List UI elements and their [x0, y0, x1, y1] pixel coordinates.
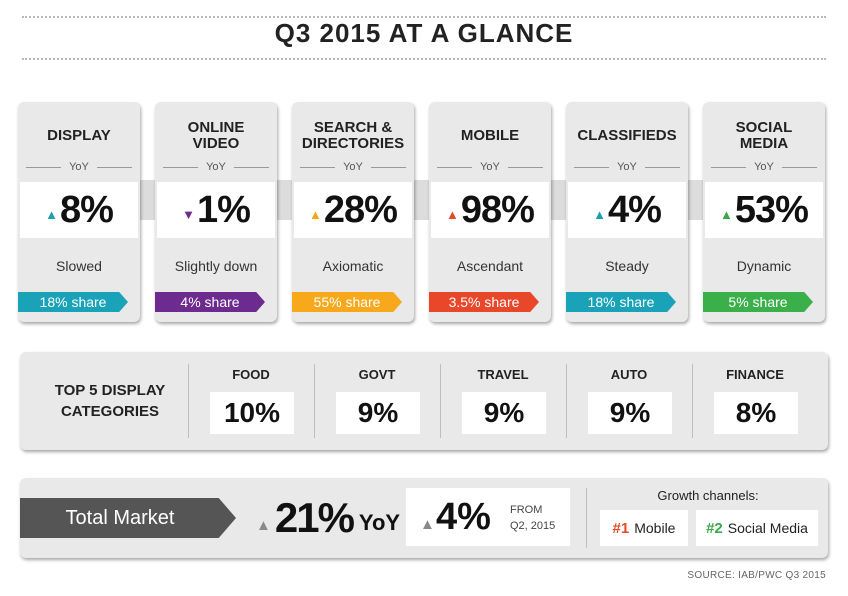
share-banner: 3.5% share [429, 292, 539, 312]
channel-name: SEARCH & DIRECTORIES [301, 119, 405, 152]
yoy-value-box: ▲ 28% [294, 182, 412, 238]
growth-channel-name: Social Media [727, 520, 808, 536]
page-title: Q3 2015 AT A GLANCE [274, 18, 574, 48]
channel-description: Slowed [56, 258, 102, 274]
qoq-value: 4% [436, 496, 491, 538]
category-name: FINANCE [726, 367, 784, 382]
yoy-value-box: ▲ 98% [431, 182, 549, 238]
channel-cards: DISPLAY YoY ▲ 8% Slowed 18% share ONLINE… [14, 98, 832, 326]
yoy-value-box: ▲ 4% [568, 182, 686, 238]
channel-name: ONLINE VIDEO [187, 119, 245, 152]
yoy-label: YoY [754, 161, 774, 173]
channel-card-classifieds: CLASSIFIEDS YoY ▲ 4% Steady 18% share [566, 102, 688, 322]
category-travel: TRAVEL 9% [440, 352, 566, 450]
growth-channels-title: Growth channels: [657, 488, 759, 503]
growth-rank: #2 [706, 519, 723, 537]
yoy-divider: YoY [26, 160, 133, 174]
yoy-value: 98% [460, 188, 535, 231]
share-banner: 55% share [292, 292, 402, 312]
divider [314, 364, 315, 438]
share-banner: 18% share [18, 292, 128, 312]
channel-description: Steady [605, 258, 649, 274]
channel-description: Slightly down [174, 258, 258, 274]
yoy-divider: YoY [574, 160, 681, 174]
title-dotted-rule [22, 58, 826, 60]
channel-card-mobile: MOBILE YoY ▲ 98% Ascendant 3.5% share [429, 102, 551, 322]
source-note: SOURCE: IAB/PWC Q3 2015 [687, 570, 826, 581]
share-banner: 4% share [155, 292, 265, 312]
total-market-yoy: ▲ 21% YoY [256, 494, 401, 541]
yoy-divider: YoY [711, 160, 818, 174]
up-arrow-icon: ▲ [420, 516, 435, 533]
yoy-label: YoY [480, 161, 500, 173]
category-food: FOOD 10% [188, 352, 314, 450]
category-value: 9% [588, 392, 672, 434]
channel-name: SOCIAL MEDIA [735, 119, 793, 152]
yoy-label: YoY [206, 161, 226, 173]
channel-description: Axiomatic [322, 258, 384, 274]
qoq-from: FROM Q2, 2015 [510, 504, 556, 532]
category-value: 9% [462, 392, 546, 434]
divider [692, 364, 693, 438]
category-value: 9% [336, 392, 420, 434]
growth-channel-name: Mobile [634, 520, 676, 536]
total-market-panel: Total Market ▲ 21% YoY ▲ 4% FROM Q2, 2015… [20, 478, 828, 558]
growth-channel-social-media: #2 Social Media [696, 510, 818, 546]
top5-display-panel: TOP 5 DISPLAY CATEGORIES FOOD 10% GOVT 9%… [20, 352, 828, 450]
top-dotted-rule [22, 16, 826, 18]
yoy-label: YoY [343, 161, 363, 173]
share-banner: 5% share [703, 292, 813, 312]
channel-card-online-video: ONLINE VIDEO YoY ▼ 1% Slightly down 4% sh… [155, 102, 277, 322]
category-name: GOVT [358, 367, 396, 382]
channel-card-search: SEARCH & DIRECTORIES YoY ▲ 28% Axiomatic … [292, 102, 414, 322]
up-arrow-icon: ▲ [309, 206, 322, 222]
yoy-value: 21% [274, 494, 355, 541]
yoy-value: 1% [196, 188, 251, 231]
yoy-value-box: ▲ 53% [705, 182, 823, 238]
yoy-unit: YoY [358, 510, 401, 535]
yoy-divider: YoY [437, 160, 544, 174]
growth-rank: #1 [612, 519, 630, 537]
up-arrow-icon: ▲ [256, 516, 271, 534]
yoy-value: 8% [59, 188, 114, 231]
up-arrow-icon: ▲ [45, 206, 58, 222]
category-govt: GOVT 9% [314, 352, 440, 450]
yoy-divider: YoY [163, 160, 270, 174]
divider [566, 364, 567, 438]
category-auto: AUTO 9% [566, 352, 692, 450]
divider [586, 488, 587, 548]
yoy-value-box: ▲ 8% [20, 182, 138, 238]
total-market-label: Total Market [20, 498, 236, 538]
top5-title: TOP 5 DISPLAY CATEGORIES [54, 382, 166, 420]
yoy-value: 28% [323, 188, 398, 231]
channel-description: Ascendant [456, 258, 524, 274]
category-name: AUTO [610, 367, 648, 382]
category-name: TRAVEL [477, 367, 529, 382]
up-arrow-icon: ▲ [720, 206, 733, 222]
channel-card-social-media: SOCIAL MEDIA YoY ▲ 53% Dynamic 5% share [703, 102, 825, 322]
divider [440, 364, 441, 438]
channel-description: Dynamic [736, 258, 792, 274]
category-value: 8% [714, 392, 798, 434]
share-banner: 18% share [566, 292, 676, 312]
up-arrow-icon: ▲ [446, 206, 459, 222]
divider [188, 364, 189, 438]
down-arrow-icon: ▼ [182, 206, 195, 222]
qoq-box: ▲ 4% FROM Q2, 2015 [406, 488, 570, 546]
channel-name: DISPLAY [47, 127, 111, 144]
channel-card-display: DISPLAY YoY ▲ 8% Slowed 18% share [18, 102, 140, 322]
yoy-value-box: ▼ 1% [157, 182, 275, 238]
category-value: 10% [210, 392, 294, 434]
category-finance: FINANCE 8% [692, 352, 818, 450]
growth-channel-mobile: #1 Mobile [600, 510, 688, 546]
channel-name: MOBILE [460, 127, 520, 144]
channel-name: CLASSIFIEDS [577, 127, 677, 144]
yoy-value: 4% [607, 188, 662, 231]
yoy-label: YoY [617, 161, 637, 173]
category-name: FOOD [232, 367, 270, 382]
yoy-value: 53% [734, 188, 809, 231]
up-arrow-icon: ▲ [593, 206, 606, 222]
yoy-divider: YoY [300, 160, 407, 174]
yoy-label: YoY [69, 161, 89, 173]
